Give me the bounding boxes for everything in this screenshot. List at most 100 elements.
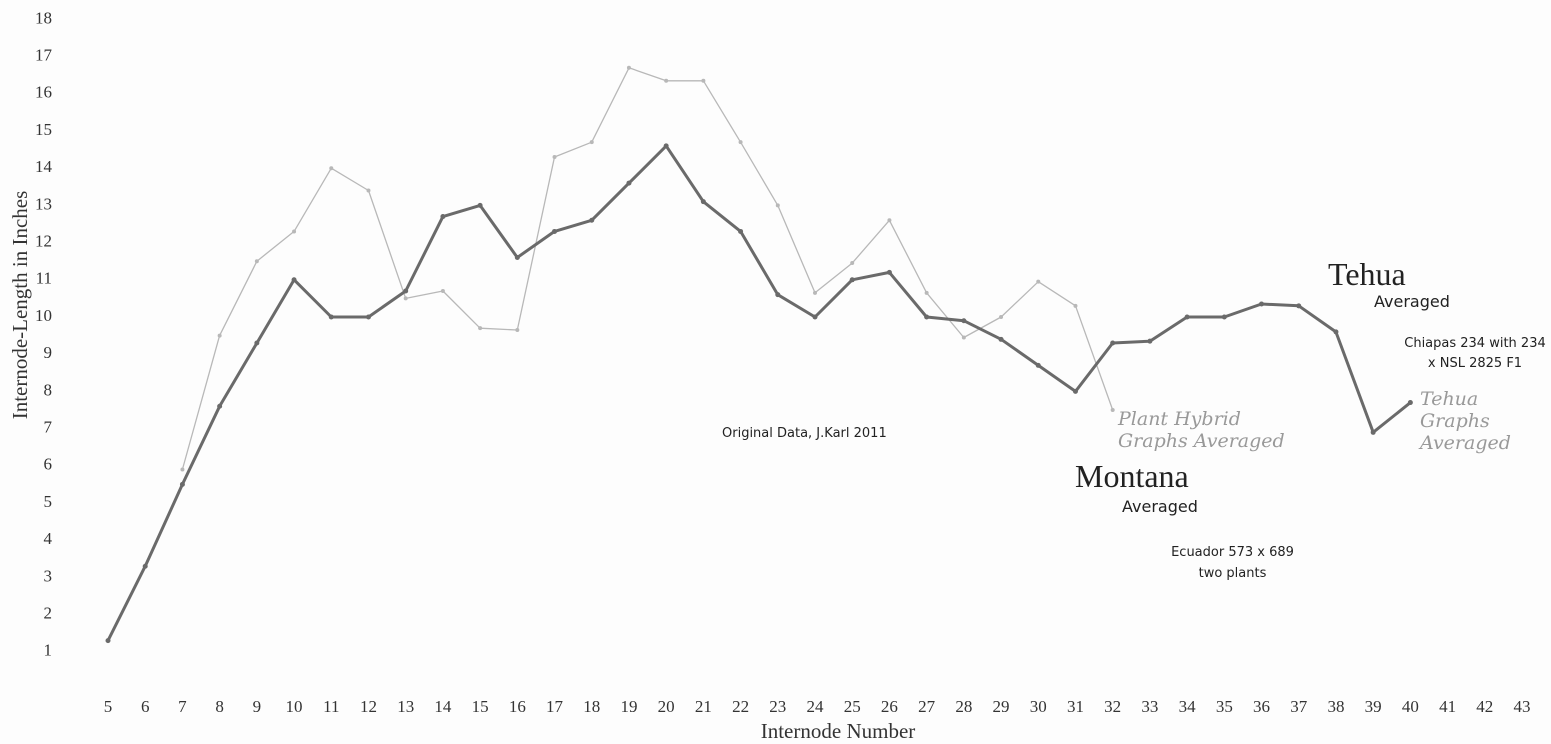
y-tick-label: 16 [35,83,52,102]
x-tick-label: 30 [1030,697,1047,716]
x-tick-label: 19 [620,697,637,716]
point [738,140,743,145]
point [663,143,669,149]
annotation: Averaged [1122,497,1198,516]
point [924,290,929,295]
point [589,140,594,145]
x-tick-label: 5 [104,697,113,716]
x-tick-label: 43 [1513,697,1530,716]
point [812,314,818,320]
point [738,228,744,234]
x-tick-label: 18 [583,697,600,716]
x-tick-label: 22 [732,697,749,716]
point [961,318,967,324]
point [254,259,259,264]
point [552,155,557,160]
x-tick-label: 24 [807,697,825,716]
point [849,277,855,283]
x-axis-title: Internode Number [761,719,916,743]
point [552,228,558,234]
point [1296,303,1302,309]
point [403,288,409,294]
point [664,78,669,83]
y-tick-label: 3 [44,566,53,585]
point [478,326,483,331]
x-tick-label: 34 [1179,697,1197,716]
x-tick-label: 28 [955,697,972,716]
point [998,336,1004,342]
point [1221,314,1227,320]
x-tick-label: 20 [658,697,675,716]
annotation: Montana [1075,458,1189,494]
point [292,229,297,234]
point [179,481,185,487]
x-tick-label: 15 [472,697,489,716]
x-tick-label: 23 [769,697,786,716]
point [1259,301,1265,307]
y-tick-label: 15 [35,120,52,139]
y-tick-label: 11 [36,269,52,288]
y-tick-label: 17 [35,46,53,65]
y-tick-label: 12 [35,232,52,251]
x-tick-label: 25 [844,697,861,716]
point [366,188,371,193]
point [1110,408,1115,412]
point [1072,388,1078,394]
y-tick-label: 5 [44,492,53,511]
x-tick-label: 17 [546,697,564,716]
annotation: Chiapas 234 with 234 x NSL 2825 F1 [1404,336,1546,371]
point [440,214,446,220]
x-tick-label: 7 [178,697,187,716]
point [626,180,632,186]
x-tick-label: 9 [253,697,262,716]
point [775,203,780,208]
x-tick-label: 8 [215,697,224,716]
y-tick-label: 10 [35,306,52,325]
x-tick-label: 38 [1327,697,1344,716]
point [328,314,334,320]
y-axis-title: Internode-Length in Inches [8,191,32,420]
x-tick-label: 12 [360,697,377,716]
y-tick-label: 4 [44,529,53,548]
annotation: Ecuador 573 x 689 two plants [1171,545,1294,581]
point [254,340,260,346]
x-tick-label: 11 [323,697,339,716]
y-tick-label: 18 [35,8,52,27]
series-line [106,144,1412,642]
annotation: Tehua [1328,256,1406,292]
point [1073,303,1078,308]
x-tick-label: 41 [1439,697,1456,716]
x-tick-label: 39 [1365,697,1382,716]
x-tick-label: 27 [918,697,936,716]
x-tick-label: 37 [1290,697,1308,716]
point [1036,279,1041,284]
x-tick-label: 21 [695,697,712,716]
point [1407,400,1413,406]
x-tick-label: 35 [1216,697,1233,716]
point [365,314,371,320]
point [477,202,483,208]
point [813,290,818,295]
point [961,335,966,340]
x-tick-label: 16 [509,697,526,716]
point [850,261,855,266]
x-tick-label: 29 [993,697,1010,716]
point [1147,338,1153,344]
y-tick-label: 1 [44,641,53,660]
point [291,277,297,283]
x-tick-label: 31 [1067,697,1084,716]
point [886,269,892,275]
x-tick-label: 42 [1476,697,1493,716]
point [887,218,892,223]
x-tick-label: 6 [141,697,150,716]
point [105,638,111,644]
y-tick-label: 8 [44,380,53,399]
x-tick-label: 33 [1141,697,1158,716]
point [142,563,148,569]
point [589,217,595,223]
y-tick-label: 9 [44,343,53,362]
point [440,288,445,293]
point [626,65,631,70]
